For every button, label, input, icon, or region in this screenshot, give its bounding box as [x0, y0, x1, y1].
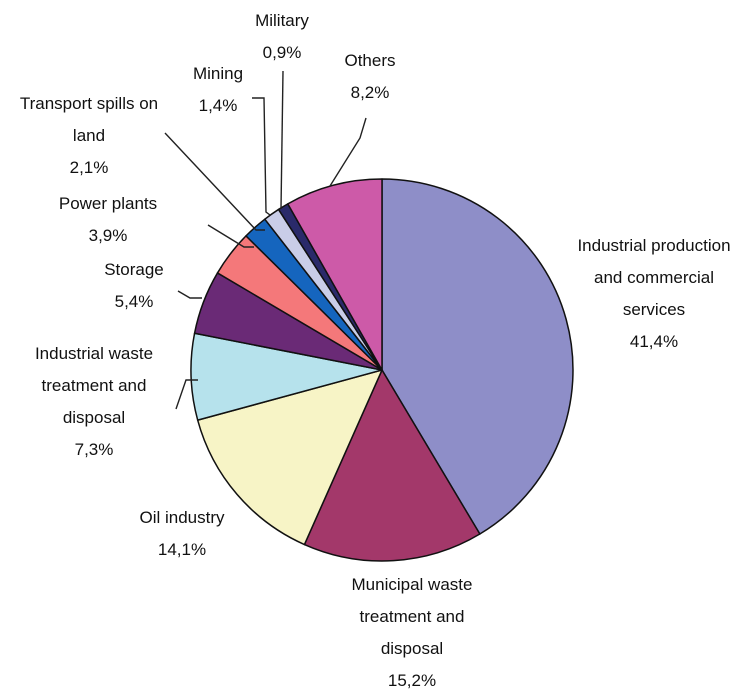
- slice-label: Industrial waste treatment and disposal 7,3…: [35, 344, 153, 459]
- slice-value-label: 14,1%: [158, 540, 206, 559]
- slice-name-label: disposal: [63, 408, 125, 427]
- slice-name-label: Storage: [104, 260, 164, 279]
- pie-slice-others: [287, 178, 383, 371]
- slice-name-label: Industrial production: [577, 236, 730, 255]
- slice-name-label: Transport spills on: [20, 94, 158, 113]
- pie-slice-industrial-production-and-commercial-services: [381, 178, 574, 535]
- slice-label: Municipal waste treatment and disposal 15,2…: [352, 575, 473, 690]
- leader-lines: [164, 70, 367, 410]
- pie-slice-oil-industry: [196, 369, 383, 546]
- slice-name-label: services: [623, 300, 685, 319]
- slice-label: Power plants 3,9%: [59, 194, 157, 245]
- slice-name-label: land: [73, 126, 105, 145]
- leader-line: [164, 132, 265, 231]
- slice-name-label: and commercial: [594, 268, 714, 287]
- pie-slices: [190, 178, 574, 562]
- slice-label: Others 8,2%: [344, 51, 395, 102]
- slice-value-label: 41,4%: [630, 332, 678, 351]
- slice-name-label: Power plants: [59, 194, 157, 213]
- slice-label: Military 0,9%: [255, 11, 309, 62]
- slice-label: Industrial production and commercial servi…: [577, 236, 730, 351]
- leader-line: [177, 290, 202, 299]
- slice-value-label: 0,9%: [263, 43, 302, 62]
- slice-value-label: 8,2%: [351, 83, 390, 102]
- slice-name-label: Oil industry: [139, 508, 225, 527]
- slice-label: Storage 5,4%: [104, 260, 164, 311]
- slice-name-label: Mining: [193, 64, 243, 83]
- slice-name-label: Others: [344, 51, 395, 70]
- slice-value-label: 2,1%: [70, 158, 109, 177]
- slice-name-label: Industrial waste: [35, 344, 153, 363]
- leader-line: [207, 224, 254, 248]
- slice-name-label: disposal: [381, 639, 443, 658]
- slice-name-label: treatment and: [360, 607, 465, 626]
- slice-value-label: 3,9%: [89, 226, 128, 245]
- slice-value-label: 5,4%: [115, 292, 154, 311]
- slice-labels: Industrial production and commercial servi…: [20, 11, 731, 690]
- slice-value-label: 1,4%: [199, 96, 238, 115]
- slice-value-label: 7,3%: [75, 440, 114, 459]
- leader-line: [329, 117, 367, 187]
- pie-slice-municipal-waste-treatment-and-disposal: [303, 369, 481, 562]
- slice-label: Oil industry 14,1%: [139, 508, 225, 559]
- slice-value-label: 15,2%: [388, 671, 436, 690]
- leader-line: [280, 70, 284, 210]
- leader-line: [252, 97, 271, 216]
- leader-line: [175, 379, 198, 410]
- slice-name-label: Municipal waste: [352, 575, 473, 594]
- slice-label: Transport spills on land 2,1%: [20, 94, 158, 177]
- slice-label: Mining 1,4%: [193, 64, 243, 115]
- slice-name-label: treatment and: [42, 376, 147, 395]
- slice-name-label: Military: [255, 11, 309, 30]
